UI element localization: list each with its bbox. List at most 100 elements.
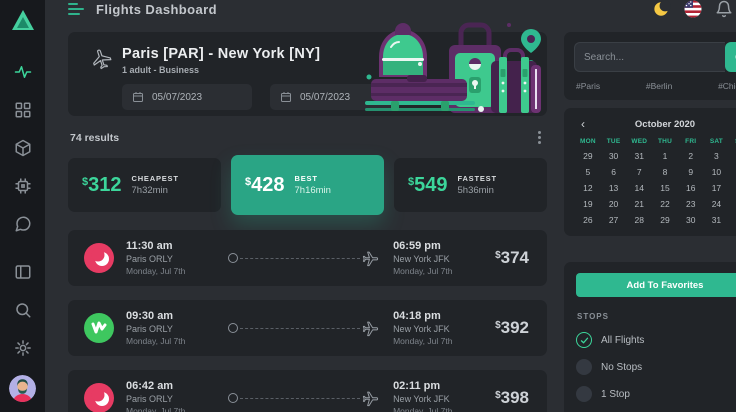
calendar-day[interactable]: 4: [729, 151, 736, 161]
calendar-day[interactable]: 29: [660, 215, 670, 225]
cpu-icon[interactable]: [14, 177, 32, 195]
language-flag-icon[interactable]: [684, 0, 702, 18]
depart-date-field[interactable]: 05/07/2023: [122, 84, 252, 110]
calendar-day[interactable]: 10: [711, 167, 722, 177]
cheapest-card[interactable]: $312 CHEAPEST 7h32min: [68, 158, 221, 212]
calendar-day[interactable]: 21: [634, 199, 645, 209]
search-button[interactable]: [725, 42, 736, 72]
more-options-icon[interactable]: [534, 129, 545, 146]
best-duration: 7h16min: [294, 185, 331, 196]
route-visual: [218, 320, 393, 337]
departure-time: 11:30 am: [126, 240, 173, 252]
calendar-day[interactable]: 31: [711, 215, 722, 225]
day-header: THU: [658, 138, 672, 145]
calendar-day[interactable]: 24: [711, 199, 722, 209]
flight-result-row[interactable]: 09:30 am Paris ORLY Monday, Jul 7th 04:1…: [68, 300, 547, 356]
calendar-day[interactable]: 23: [685, 199, 696, 209]
checkbox-checked-icon[interactable]: [576, 332, 592, 348]
calendar-day[interactable]: 18: [729, 183, 736, 193]
airline-logo-green-wave-icon: [84, 313, 114, 343]
day-header: MON: [579, 138, 596, 145]
tag-chicago[interactable]: #Chicago: [718, 81, 736, 91]
apps-grid-icon[interactable]: [14, 101, 32, 119]
calendar-day[interactable]: 9: [688, 167, 694, 177]
calendar-day[interactable]: 7: [636, 167, 642, 177]
dark-mode-moon-icon[interactable]: [653, 0, 671, 18]
calendar-day[interactable]: 1: [662, 151, 668, 161]
fastest-card[interactable]: $549 FASTEST 5h36min: [394, 158, 547, 212]
search-bar: [574, 42, 736, 72]
calendar-day[interactable]: 5: [585, 167, 591, 177]
flight-result-row[interactable]: 11:30 am Paris ORLY Monday, Jul 7th 06:5…: [68, 230, 547, 286]
stop-option-no-stops[interactable]: No Stops: [576, 359, 736, 375]
calendar-grid: MON TUE WED THU FRI SAT SUN 293031123456…: [575, 138, 736, 225]
page-title: Flights Dashboard: [96, 1, 217, 17]
best-card[interactable]: $428 BEST 7h16min: [231, 155, 384, 215]
notifications-bell-icon[interactable]: [715, 0, 733, 18]
calendar-day[interactable]: 30: [685, 215, 696, 225]
topbar-actions: [653, 0, 736, 18]
settings-gear-icon[interactable]: [14, 339, 32, 357]
stop-option-all-flights[interactable]: All Flights: [576, 332, 736, 348]
trip-titles: Paris [PAR] - New York [NY] 1 adult - Bu…: [122, 46, 320, 75]
panel-layout-icon[interactable]: [14, 263, 32, 281]
calendar-card: ‹ October 2020 › MON TUE WED THU FRI SAT…: [564, 108, 736, 236]
calendar-day[interactable]: 31: [634, 151, 645, 161]
calendar-day[interactable]: 3: [714, 151, 719, 161]
calendar-day[interactable]: 8: [662, 167, 668, 177]
airline-logo-crimson-moon-icon: [84, 243, 114, 273]
arrival-date: Monday, Jul 7th: [393, 406, 453, 412]
calendar-day[interactable]: 2: [688, 151, 694, 161]
calendar-day[interactable]: 16: [685, 183, 696, 193]
calendar-day[interactable]: 1: [729, 215, 736, 225]
calendar-day[interactable]: 29: [583, 151, 593, 161]
user-avatar[interactable]: [9, 375, 36, 402]
calendar-day[interactable]: 30: [608, 151, 619, 161]
calendar-day[interactable]: 17: [711, 183, 722, 193]
fastest-meta: FASTEST 5h36min: [458, 174, 497, 196]
chat-icon[interactable]: [14, 215, 32, 233]
add-to-favorites-button[interactable]: Add To Favorites: [576, 273, 736, 297]
search-icon[interactable]: [14, 301, 32, 319]
stop-option-1-stop[interactable]: 1 Stop: [576, 386, 736, 402]
calendar-day[interactable]: 13: [608, 183, 619, 193]
activity-icon[interactable]: [14, 63, 32, 81]
calendar-day[interactable]: 28: [634, 215, 645, 225]
calendar-day[interactable]: 20: [608, 199, 619, 209]
calendar-day[interactable]: 22: [660, 199, 670, 209]
day-header: SAT: [709, 138, 723, 145]
calendar-day[interactable]: 6: [611, 167, 616, 177]
checkbox-unchecked-icon[interactable]: [576, 386, 592, 402]
calendar-day[interactable]: 15: [660, 183, 670, 193]
arrival-info: 04:18 pm New York JFK Monday, Jul 7th: [393, 310, 485, 346]
cheapest-meta: CHEAPEST 7h32min: [132, 174, 179, 196]
tag-paris[interactable]: #Paris: [576, 81, 601, 91]
calendar-day[interactable]: 11: [729, 167, 736, 177]
calendar-day[interactable]: 19: [583, 199, 593, 209]
checkbox-unchecked-icon[interactable]: [576, 359, 592, 375]
price-summary-row: $312 CHEAPEST 7h32min $428 BEST 7h16min …: [68, 154, 547, 216]
calendar-prev-icon[interactable]: ‹: [575, 117, 591, 131]
calendar-header: ‹ October 2020 ›: [575, 117, 736, 131]
flight-result-row[interactable]: 06:42 am Paris ORLY Monday, Jul 7th 02:1…: [68, 370, 547, 412]
calendar-day[interactable]: 25: [729, 199, 736, 209]
day-header: WED: [631, 138, 648, 145]
results-header: 74 results: [70, 129, 545, 146]
package-icon[interactable]: [14, 139, 32, 157]
search-input[interactable]: [574, 42, 725, 72]
departure-time: 06:42 am: [126, 380, 174, 392]
calendar-day[interactable]: 12: [583, 183, 593, 193]
departure-airport: Paris ORLY: [126, 324, 173, 334]
return-date-field[interactable]: 05/07/2023: [270, 84, 400, 110]
menu-icon[interactable]: [68, 3, 84, 15]
calendar-day[interactable]: 14: [634, 183, 645, 193]
calendar-day[interactable]: 27: [608, 215, 619, 225]
arrival-airport: New York JFK: [393, 324, 450, 334]
right-panel: #Paris #Berlin #Chicago ‹ October 2020 ›…: [564, 32, 736, 412]
calendar-day[interactable]: 26: [583, 215, 593, 225]
departure-date: Monday, Jul 7th: [126, 406, 186, 412]
tag-berlin[interactable]: #Berlin: [645, 81, 673, 91]
app-logo-icon[interactable]: [10, 8, 36, 37]
trip-summary-card: Paris [PAR] - New York [NY] 1 adult - Bu…: [68, 22, 547, 116]
calendar-month-title: October 2020: [634, 118, 696, 130]
